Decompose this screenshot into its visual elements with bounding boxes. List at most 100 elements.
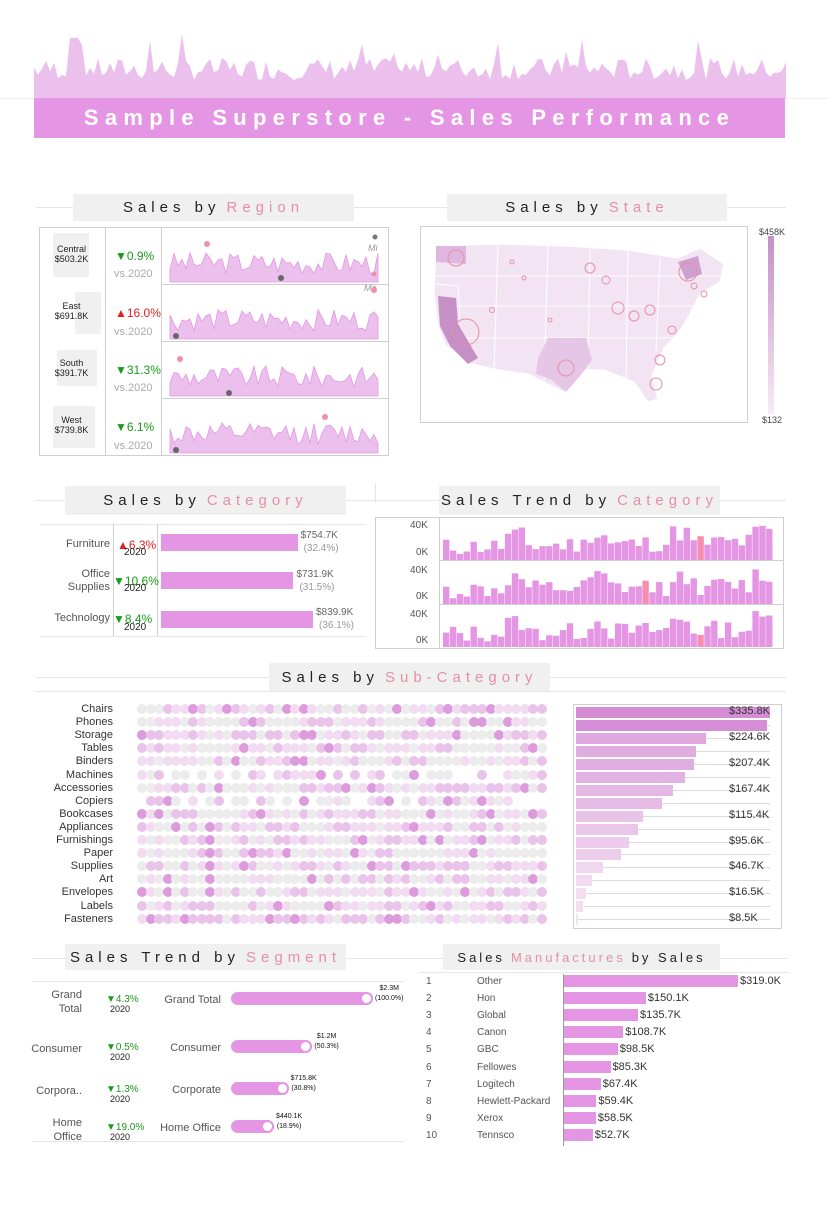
subcategory-bar[interactable] <box>576 862 603 874</box>
subcategory-bar[interactable] <box>576 914 578 926</box>
subcategory-bar[interactable] <box>576 732 706 744</box>
manufacturer-row[interactable]: 9 Xerox $58.5K <box>420 1111 788 1128</box>
manufacturer-bar[interactable] <box>564 1060 611 1073</box>
subcategory-bar[interactable] <box>576 745 696 757</box>
manufacturer-row[interactable]: 10 Tennsco $52.7K <box>420 1128 788 1145</box>
us-map[interactable] <box>428 234 728 414</box>
manufacturer-bar[interactable] <box>564 1111 596 1124</box>
category-row-technology[interactable]: Technology ▼8.4% 2020 $839.9K (36.1%) <box>40 606 370 636</box>
subcategory-bar[interactable] <box>576 719 767 731</box>
subcategory-dot <box>536 730 547 741</box>
subcategory-bar[interactable] <box>576 810 643 822</box>
trend-bar <box>697 634 704 647</box>
page-title: Sample Superstore - Sales Performance <box>83 105 736 130</box>
subcategory-dot <box>494 756 504 767</box>
manufacturer-value: $108.7K <box>625 1026 667 1039</box>
manufacturer-name: Fellowes <box>477 1061 517 1073</box>
subcategory-bar[interactable] <box>576 797 663 809</box>
trend-bars-furniture[interactable] <box>443 520 773 560</box>
subcategory-bar[interactable] <box>576 875 592 887</box>
subcategory-dot <box>460 821 470 832</box>
manufacturer-bar[interactable] <box>564 992 646 1005</box>
subcategory-dot <box>205 861 215 872</box>
subcategory-dot <box>298 835 309 845</box>
subcategory-bar[interactable] <box>576 849 622 861</box>
subcategory-dot <box>315 900 326 911</box>
subcategory-dot <box>171 743 181 754</box>
segment-bar[interactable] <box>231 1040 313 1053</box>
manufacturer-bar[interactable] <box>564 1026 624 1039</box>
subcategory-bar[interactable] <box>576 707 770 718</box>
subcategory-dot <box>230 782 241 793</box>
subcategory-dot <box>409 848 419 859</box>
subcategory-dot <box>366 717 377 728</box>
subcategory-dot <box>239 821 249 832</box>
category-row-office-supplies[interactable]: Office Supplies ▼10.6% 2020 $731.9K (31.… <box>40 566 370 596</box>
subcategory-dot <box>434 769 445 780</box>
subcategory-dot <box>256 743 266 754</box>
category-bar[interactable] <box>161 534 298 551</box>
manufacturer-row[interactable]: 2 Hon $150.1K <box>420 991 788 1008</box>
segment-row[interactable]: Grand Total ▼4.3% 2020 Grand Total $2.3M (100.… <box>32 984 404 1020</box>
subcategory-dot <box>392 887 402 898</box>
subcategory-dot <box>443 756 453 767</box>
segment-name: Office <box>53 1131 82 1143</box>
category-row-furniture[interactable]: Furniture ▲6.3% 2020 $754.7K (32.4%) <box>40 530 370 560</box>
subcategory-bar[interactable] <box>576 823 639 835</box>
segment-row[interactable]: Corpora.. ▼1.3% 2020 Corporate $715.8K (30.8%… <box>32 1074 404 1110</box>
subcategory-dot <box>468 717 479 728</box>
region-row-east[interactable]: East $691.8K ▲16.0% vs.2020 <box>39 286 161 341</box>
subcategory-dot <box>511 821 521 832</box>
segment-bar[interactable] <box>231 992 373 1005</box>
manufacturer-row[interactable]: 8 Hewlett-Packard $59.4K <box>420 1094 788 1111</box>
trend-bars-technology[interactable] <box>443 607 773 647</box>
subcategory-bar[interactable] <box>576 901 584 913</box>
subcategory-dot <box>179 808 190 819</box>
manufacturer-bar[interactable] <box>564 1043 618 1056</box>
subcategory-dot <box>230 743 241 754</box>
subcategory-dot <box>290 782 300 793</box>
category-bar[interactable] <box>161 611 313 628</box>
subcategory-bar[interactable] <box>576 836 629 848</box>
subcategory-dot <box>409 769 419 780</box>
manufacturer-row[interactable]: 3 Global $135.7K <box>420 1008 788 1025</box>
manufacturer-bar[interactable] <box>564 1077 601 1090</box>
region-row-central[interactable]: Central $503.2K ▼0.9% <box>39 229 159 284</box>
trend-bar <box>546 635 553 647</box>
category-bar[interactable] <box>161 572 294 589</box>
subcategory-dot <box>315 743 326 754</box>
manufacturer-row[interactable]: 6 Fellowes $85.3K <box>420 1060 788 1077</box>
manufacturer-row[interactable]: 5 GBC $98.5K <box>420 1042 788 1059</box>
subcategory-bar[interactable] <box>576 888 586 900</box>
trend-bar <box>463 551 470 560</box>
manufacturer-bar[interactable] <box>564 975 738 987</box>
subcategory-dot <box>154 900 164 911</box>
subcategory-dot <box>315 874 326 885</box>
subcategory-dot <box>247 704 258 714</box>
segment-bar[interactable] <box>231 1082 289 1095</box>
subcategory-dot <box>443 874 453 885</box>
manufacturer-row[interactable]: 7 Logitech $67.4K <box>420 1077 788 1094</box>
manufacturer-bar[interactable] <box>564 1094 597 1107</box>
subcategory-dot <box>290 913 300 924</box>
manufacturer-bar[interactable] <box>564 1009 639 1022</box>
subcategory-dot <box>290 743 300 754</box>
manufacturer-bar[interactable] <box>564 1128 593 1141</box>
region-row-south[interactable]: South $391.7K ▼31.3% vs.2020 <box>39 343 161 398</box>
subcategory-dot <box>179 821 190 832</box>
trend-bars-office-supplies[interactable] <box>443 564 773 604</box>
subcategory-dot <box>528 756 538 767</box>
trend-bar <box>711 537 718 560</box>
segment-row[interactable]: Home Office ▼19.0% 2020 Home Office $440.1K (1… <box>32 1112 404 1148</box>
region-row-west[interactable]: West $739.8K ▼6.1% vs.2020 <box>39 400 159 455</box>
subcategory-bar[interactable] <box>576 758 694 770</box>
manufacturer-row[interactable]: 1 Other $319.0K <box>420 974 788 991</box>
subcategory-bar[interactable] <box>576 784 673 796</box>
segment-row[interactable]: Consumer ▼0.5% 2020 Consumer $1.2M (50.3%) <box>31 1032 404 1068</box>
subcategory-dot <box>502 756 513 767</box>
subcategory-bar[interactable] <box>576 771 686 783</box>
subcategory-dot <box>451 848 462 859</box>
manufacturer-row[interactable]: 4 Canon $108.7K <box>420 1025 788 1042</box>
segment-rows: Grand Total ▼4.3% 2020 Grand Total $2.3M (100.… <box>31 984 404 1143</box>
subcategory-dot <box>349 848 360 859</box>
